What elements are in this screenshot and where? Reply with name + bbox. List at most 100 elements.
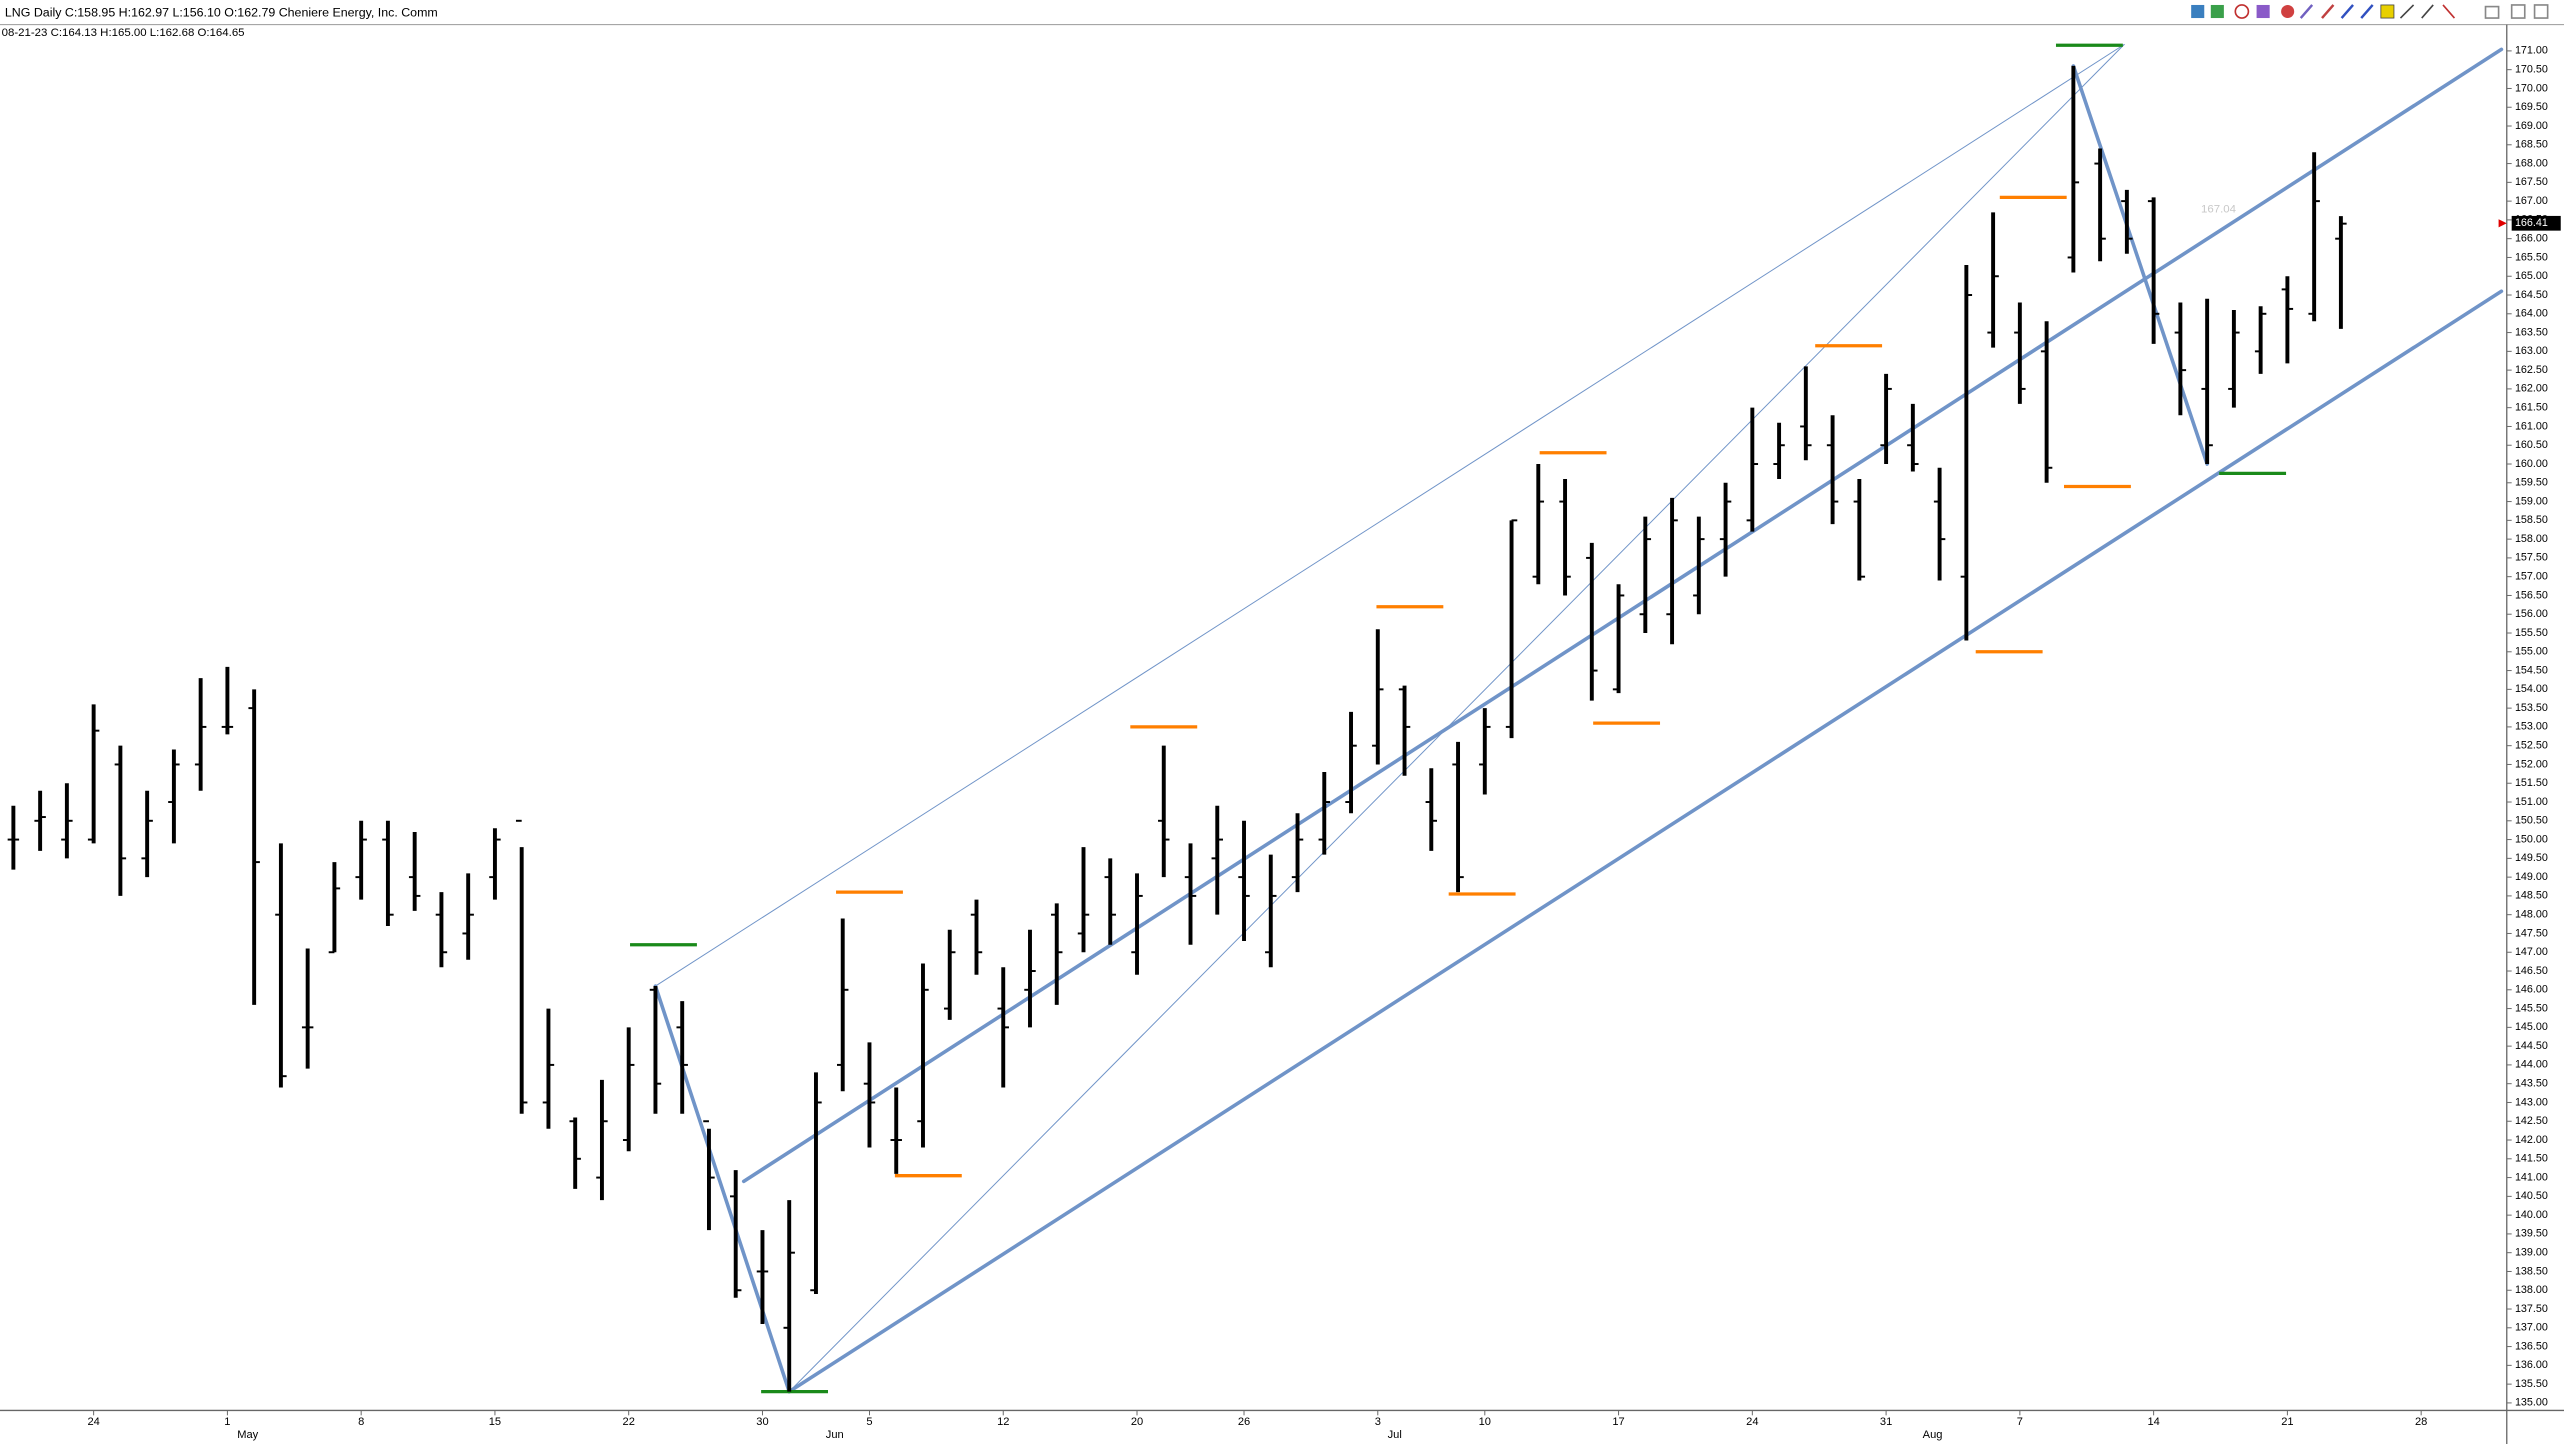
y-tick-label: 157.00: [2515, 571, 2548, 583]
y-tick-label: 155.00: [2515, 646, 2548, 658]
x-tick-label: 22: [623, 1416, 635, 1428]
tool-icon[interactable]: [2340, 4, 2354, 19]
tool-icon[interactable]: [2360, 4, 2374, 19]
x-tick-label: 20: [1131, 1416, 1143, 1428]
y-tick-label: 137.00: [2515, 1322, 2548, 1334]
chart-title: LNG Daily C:158.95 H:162.97 L:156.10 O:1…: [5, 5, 438, 19]
month-label: Jul: [1388, 1429, 1402, 1441]
y-tick-label: 136.00: [2515, 1359, 2548, 1371]
y-tick-label: 161.00: [2515, 420, 2548, 432]
y-tick-label: 161.50: [2515, 402, 2548, 414]
y-tick-label: 149.00: [2515, 871, 2548, 883]
y-tick-label: 165.50: [2515, 251, 2548, 263]
tool-icon[interactable]: [2399, 4, 2415, 19]
y-tick-label: 163.00: [2515, 345, 2548, 357]
y-tick-label: 159.50: [2515, 477, 2548, 489]
y-tick-label: 153.00: [2515, 721, 2548, 733]
x-tick-label: 15: [489, 1416, 501, 1428]
y-tick-label: 163.50: [2515, 326, 2548, 338]
y-tick-label: 147.00: [2515, 946, 2548, 958]
y-tick-label: 162.00: [2515, 383, 2548, 395]
last-price-arrow: [2498, 219, 2507, 228]
y-tick-label: 150.00: [2515, 833, 2548, 845]
y-tick-label: 171.00: [2515, 45, 2548, 57]
trendline: [654, 44, 2125, 987]
tool-icon[interactable]: [2191, 4, 2205, 19]
y-tick-label: 162.50: [2515, 364, 2548, 376]
x-tick-label: 21: [2281, 1416, 2293, 1428]
window-minimize[interactable]: [2484, 5, 2500, 19]
y-tick-label: 146.50: [2515, 965, 2548, 977]
tool-icon[interactable]: [2210, 4, 2224, 19]
last-price-label: 166.41: [2515, 217, 2548, 229]
y-tick-label: 148.50: [2515, 890, 2548, 902]
trendline: [653, 984, 792, 1394]
x-tick-label: 17: [1612, 1416, 1624, 1428]
y-tick-label: 169.00: [2515, 120, 2548, 132]
y-tick-label: 136.50: [2515, 1340, 2548, 1352]
y-tick-label: 144.50: [2515, 1040, 2548, 1052]
y-tick-label: 143.50: [2515, 1078, 2548, 1090]
tool-icon[interactable]: [2281, 4, 2295, 19]
x-tick-label: 8: [358, 1416, 364, 1428]
y-tick-label: 145.50: [2515, 1002, 2548, 1014]
tool-icon[interactable]: [2380, 4, 2395, 19]
y-tick-label: 140.00: [2515, 1209, 2548, 1221]
y-tick-label: 135.50: [2515, 1378, 2548, 1390]
window-maximize[interactable]: [2510, 4, 2526, 19]
x-tick-label: 5: [866, 1416, 872, 1428]
y-tick-label: 165.00: [2515, 270, 2548, 282]
y-tick-label: 156.50: [2515, 589, 2548, 601]
y-tick-label: 149.50: [2515, 852, 2548, 864]
y-tick-label: 168.00: [2515, 157, 2548, 169]
y-tick-label: 169.50: [2515, 101, 2548, 113]
x-tick-label: 28: [2415, 1416, 2427, 1428]
y-tick-label: 158.00: [2515, 533, 2548, 545]
y-tick-label: 151.00: [2515, 796, 2548, 808]
x-tick-label: 14: [2147, 1416, 2159, 1428]
x-tick-label: 1: [224, 1416, 230, 1428]
window-close[interactable]: [2533, 4, 2549, 19]
x-tick-label: 12: [997, 1416, 1009, 1428]
trendline: [787, 289, 2504, 1394]
y-tick-label: 170.50: [2515, 64, 2548, 76]
tool-icon[interactable]: [2421, 4, 2434, 19]
y-tick-label: 167.00: [2515, 195, 2548, 207]
x-tick-label: 24: [1746, 1416, 1758, 1428]
y-tick-label: 155.50: [2515, 627, 2548, 639]
y-tick-label: 153.50: [2515, 702, 2548, 714]
plot-area: [7, 43, 2504, 1394]
y-tick-label: 164.00: [2515, 308, 2548, 320]
x-tick-label: 30: [756, 1416, 768, 1428]
channel-value-label: 167.04: [2201, 203, 2237, 215]
y-tick-label: 138.50: [2515, 1265, 2548, 1277]
y-tick-label: 143.00: [2515, 1096, 2548, 1108]
y-tick-label: 157.50: [2515, 552, 2548, 564]
y-tick-label: 142.00: [2515, 1134, 2548, 1146]
tool-icon[interactable]: [2299, 4, 2314, 19]
y-tick-label: 154.00: [2515, 683, 2548, 695]
trendline: [741, 47, 2504, 1184]
y-tick-label: 141.00: [2515, 1171, 2548, 1183]
month-label: May: [237, 1429, 258, 1441]
tool-icon[interactable]: [2321, 4, 2335, 19]
y-tick-label: 160.50: [2515, 439, 2548, 451]
tool-icon[interactable]: [2442, 4, 2456, 19]
y-tick-label: 147.50: [2515, 927, 2548, 939]
y-tick-label: 166.00: [2515, 233, 2548, 245]
y-tick-label: 158.50: [2515, 514, 2548, 526]
y-tick-label: 150.50: [2515, 815, 2548, 827]
x-tick-label: 3: [1375, 1416, 1381, 1428]
toolbar: [2191, 4, 2549, 19]
y-tick-label: 139.00: [2515, 1247, 2548, 1259]
tool-icon[interactable]: [2234, 4, 2250, 19]
x-tick-label: 31: [1880, 1416, 1892, 1428]
y-tick-label: 154.50: [2515, 664, 2548, 676]
tool-icon[interactable]: [2256, 4, 2270, 19]
y-tick-label: 146.00: [2515, 984, 2548, 996]
y-tick-label: 170.00: [2515, 82, 2548, 94]
month-label: Aug: [1923, 1429, 1943, 1441]
y-tick-label: 167.50: [2515, 176, 2548, 188]
